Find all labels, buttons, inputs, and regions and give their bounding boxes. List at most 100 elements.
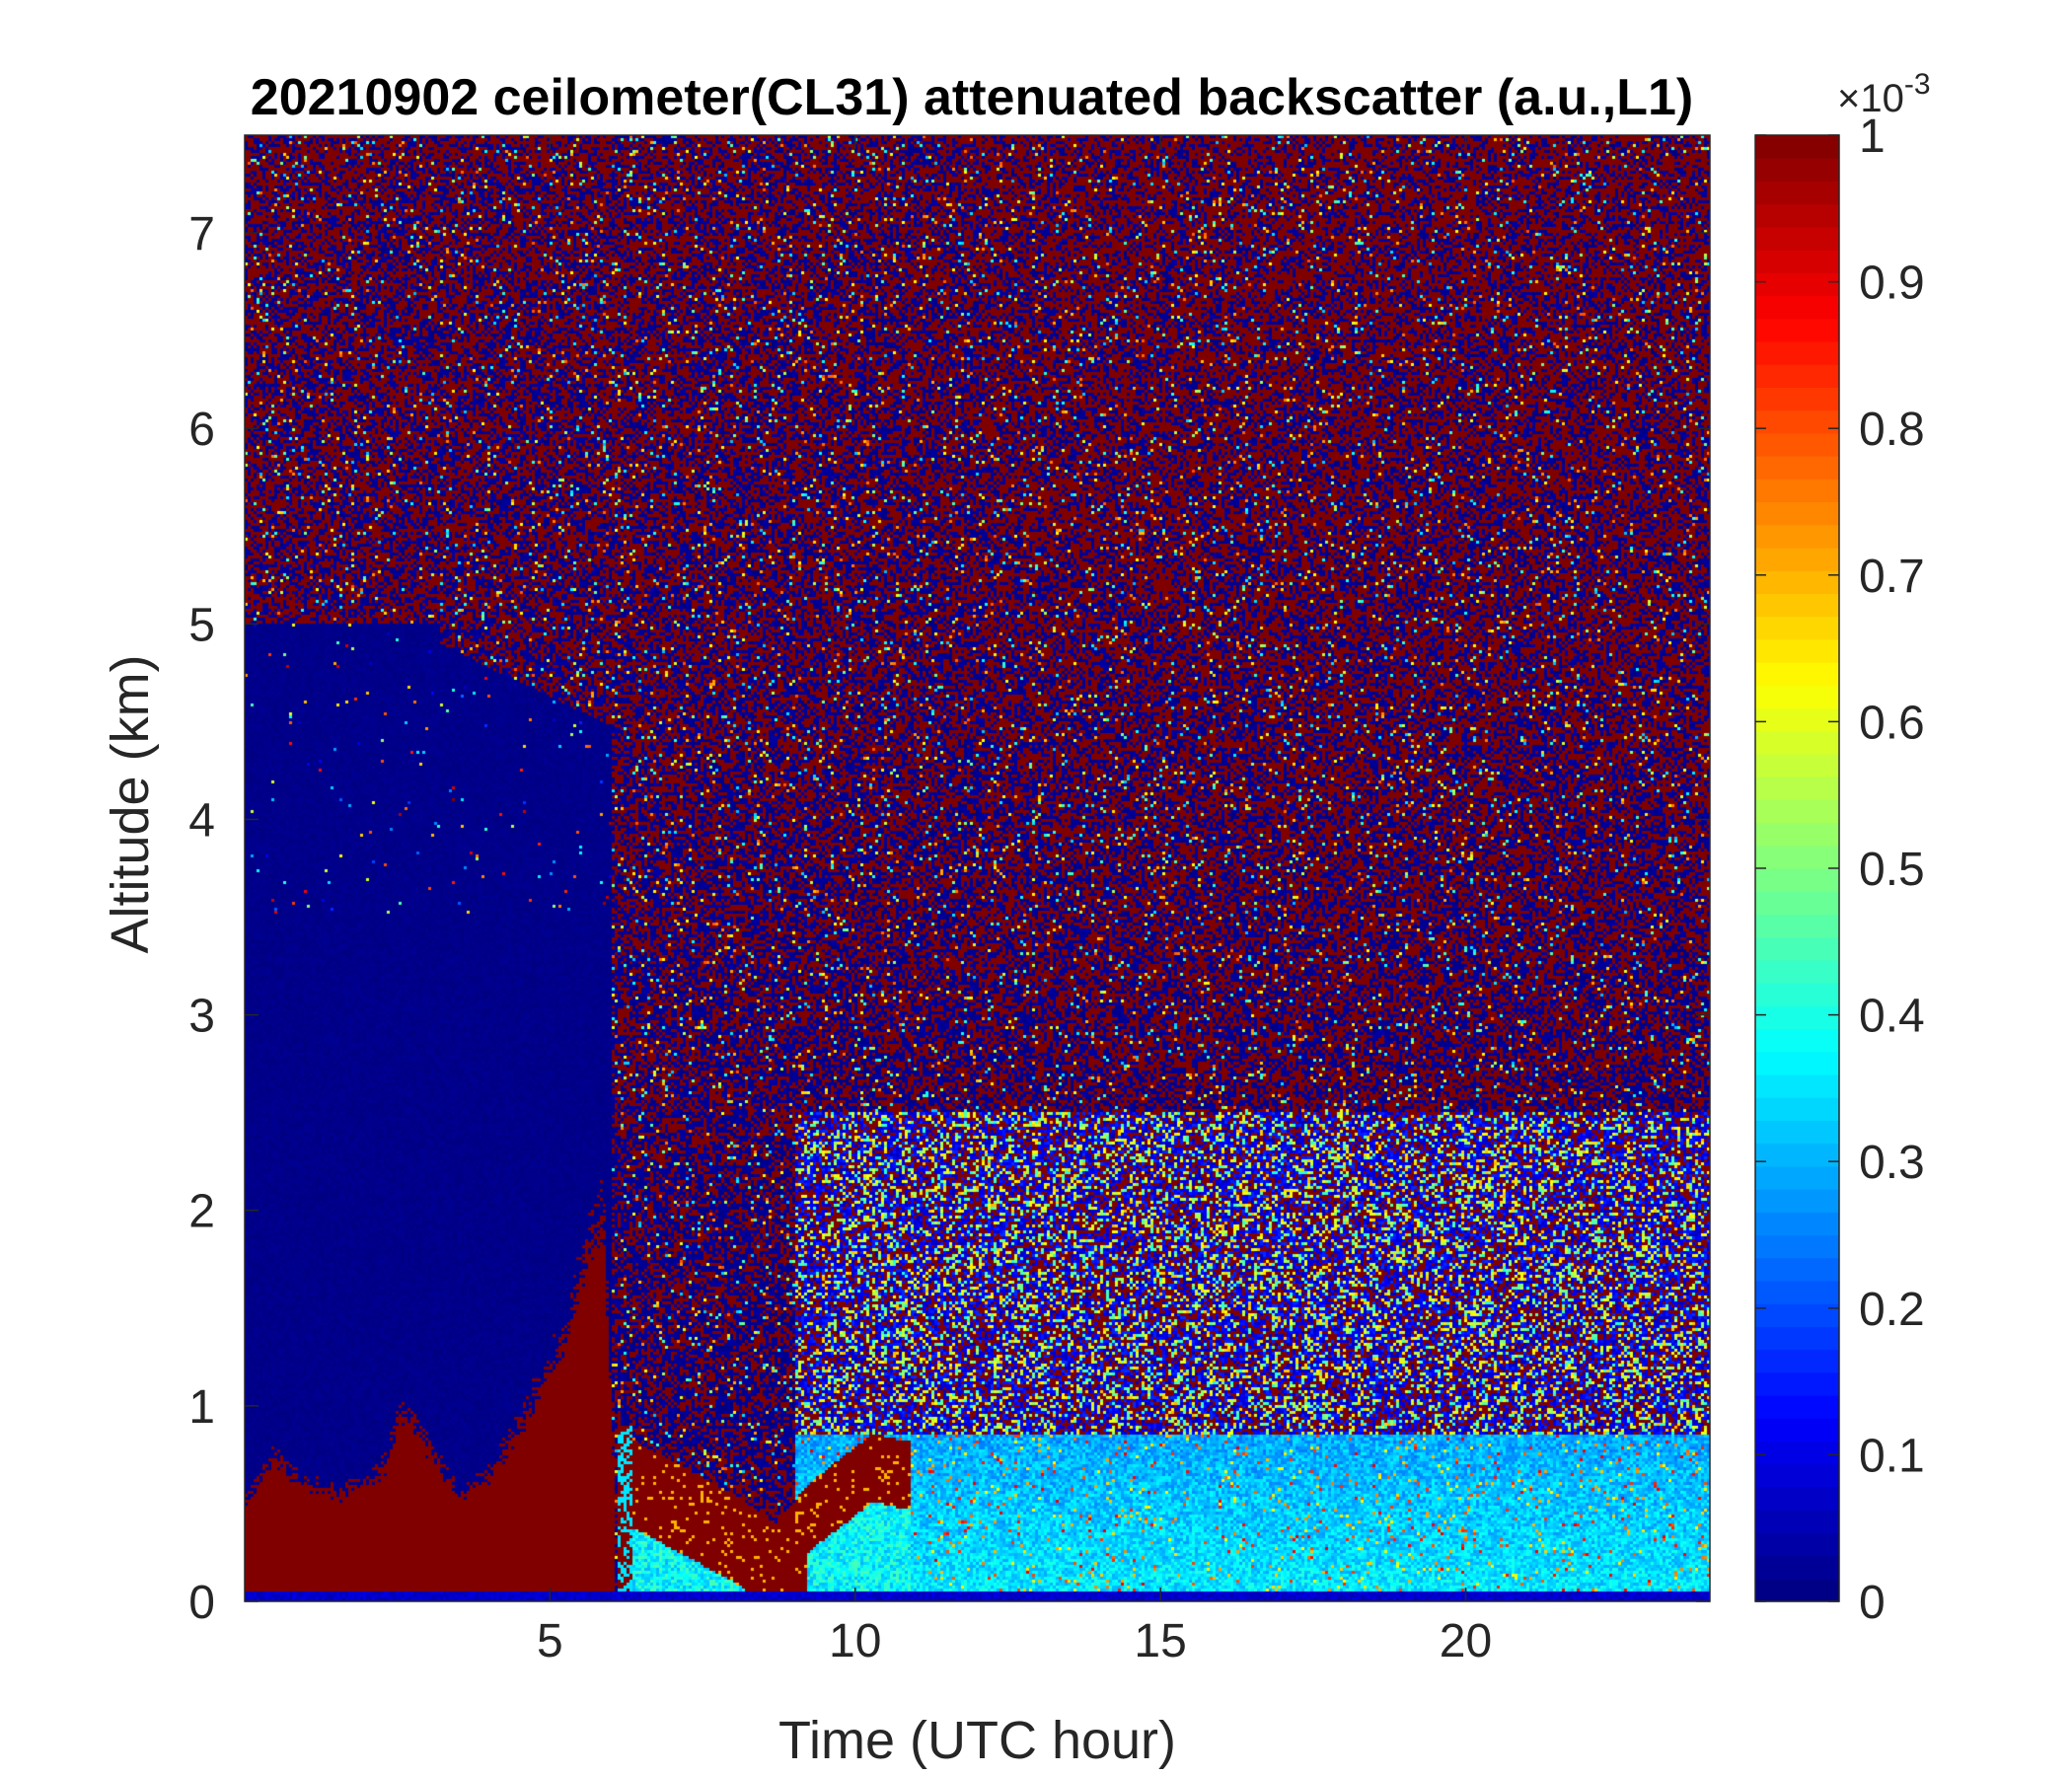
colorbar-segment [1755, 203, 1839, 228]
colorbar-segment [1755, 1280, 1839, 1304]
y-tick-label: 3 [188, 991, 215, 1043]
colorbar-segment [1755, 1097, 1839, 1122]
colorbar-segment [1755, 1395, 1839, 1419]
colorbar-tick-label: 0.1 [1859, 1430, 1925, 1482]
colorbar-segment [1755, 364, 1839, 389]
colorbar-segment [1755, 1051, 1839, 1075]
colorbar-ticks: 0 0.1 0.2 0.3 0.4 0.5 0.6 0.7 0.8 0.9 1 [1755, 111, 1925, 1629]
colorbar-segment [1755, 593, 1839, 618]
colorbar-segment [1755, 1120, 1839, 1145]
y-tick-label: 0 [188, 1577, 215, 1629]
colorbar-segment [1755, 638, 1839, 663]
colorbar-segment [1755, 135, 1839, 159]
colorbar-segment [1755, 158, 1839, 183]
colorbar-segment [1755, 295, 1839, 320]
colorbar [1755, 135, 1839, 1602]
colorbar-segment [1755, 250, 1839, 273]
colorbar-tick-label: 0 [1859, 1577, 1886, 1629]
colorbar-segment [1755, 524, 1839, 549]
colorbar-segment [1755, 777, 1839, 800]
colorbar-segment [1755, 1441, 1839, 1465]
colorbar-segment [1755, 432, 1839, 457]
x-tick-label: 15 [1134, 1615, 1186, 1667]
colorbar-tick-label: 0.7 [1859, 551, 1925, 603]
y-tick-label: 1 [188, 1381, 215, 1434]
colorbar-segment [1755, 1165, 1839, 1190]
colorbar-segment [1755, 181, 1839, 205]
colorbar-segment [1755, 318, 1839, 342]
colorbar-segment [1755, 387, 1839, 411]
colorbar-segment [1755, 730, 1839, 755]
y-tick-label: 7 [188, 208, 215, 260]
colorbar-segment [1755, 959, 1839, 984]
colorbar-segment [1755, 1532, 1839, 1557]
colorbar-segment [1755, 272, 1839, 297]
colorbar-segment [1755, 409, 1839, 434]
colorbar-segment [1755, 936, 1839, 961]
colorbar-segment [1755, 914, 1839, 938]
y-axis: 0 1 2 3 4 5 6 7 [188, 208, 1710, 1629]
colorbar-segment [1755, 662, 1839, 686]
colorbar-tick-label: 0.2 [1859, 1284, 1925, 1336]
x-tick-label: 20 [1440, 1615, 1492, 1667]
colorbar-segment [1755, 226, 1839, 251]
colorbar-segment [1755, 983, 1839, 1006]
y-tick-label: 5 [188, 599, 215, 651]
colorbar-segment [1755, 1371, 1839, 1396]
chart-title: 20210902 ceilometer(CL31) attenuated bac… [251, 69, 1693, 126]
colorbar-segment [1755, 1028, 1839, 1053]
colorbar-segment [1755, 1326, 1839, 1351]
colorbar-segment [1755, 753, 1839, 777]
colorbar-segment [1755, 1349, 1839, 1373]
colorbar-segment [1755, 1234, 1839, 1259]
colorbar-segment [1755, 685, 1839, 709]
colorbar-tick-label: 0.5 [1859, 844, 1925, 896]
colorbar-segment [1755, 1418, 1839, 1443]
y-axis-label: Altitude (km) [101, 654, 160, 953]
y-tick-label: 4 [188, 794, 215, 847]
colorbar-segment [1755, 822, 1839, 847]
colorbar-segment [1755, 1486, 1839, 1511]
x-tick-label: 5 [537, 1615, 563, 1667]
colorbar-segment [1755, 570, 1839, 594]
colorbar-tick-label: 1 [1859, 111, 1886, 163]
colorbar-segment [1755, 340, 1839, 365]
heatmap-image [245, 135, 1710, 1601]
colorbar-exponent-label: ×10-3 [1837, 68, 1931, 120]
colorbar-segment [1755, 1510, 1839, 1533]
colorbar-segment [1755, 845, 1839, 869]
colorbar-exponent-power: -3 [1904, 68, 1931, 101]
colorbar-tick-label: 0.9 [1859, 258, 1925, 310]
colorbar-segment [1755, 1189, 1839, 1213]
plot-frame [244, 134, 1711, 1602]
colorbar-segment [1755, 1463, 1839, 1488]
x-axis: 5 10 15 20 [537, 135, 1492, 1667]
colorbar-exponent-base: ×10 [1837, 77, 1904, 120]
colorbar-tick-label: 0.3 [1859, 1137, 1925, 1189]
colorbar-segment [1755, 1143, 1839, 1167]
colorbar-segment [1755, 1578, 1839, 1602]
colorbar-segment [1755, 1005, 1839, 1030]
colorbar-tick-label: 0.6 [1859, 697, 1925, 749]
colorbar-segment [1755, 501, 1839, 526]
x-axis-label: Time (UTC hour) [778, 1711, 1176, 1770]
y-tick-label: 2 [188, 1186, 215, 1238]
y-tick-label: 6 [188, 404, 215, 456]
colorbar-tick-label: 0.8 [1859, 404, 1925, 456]
colorbar-segment [1755, 1555, 1839, 1580]
colorbar-segment [1755, 891, 1839, 916]
colorbar-segment [1755, 1257, 1839, 1282]
x-tick-label: 10 [829, 1615, 881, 1667]
colorbar-segment [1755, 456, 1839, 480]
heatmap-raster [245, 135, 1710, 1601]
colorbar-segment [1755, 616, 1839, 640]
colorbar-segment [1755, 1073, 1839, 1098]
colorbar-segment [1755, 1212, 1839, 1236]
colorbar-segment [1755, 707, 1839, 732]
colorbar-segment [1755, 868, 1839, 892]
colorbar-segment [1755, 479, 1839, 503]
colorbar-segment [1755, 547, 1839, 571]
colorbar-segment [1755, 1303, 1839, 1327]
colorbar-tick-label: 0.4 [1859, 991, 1925, 1043]
